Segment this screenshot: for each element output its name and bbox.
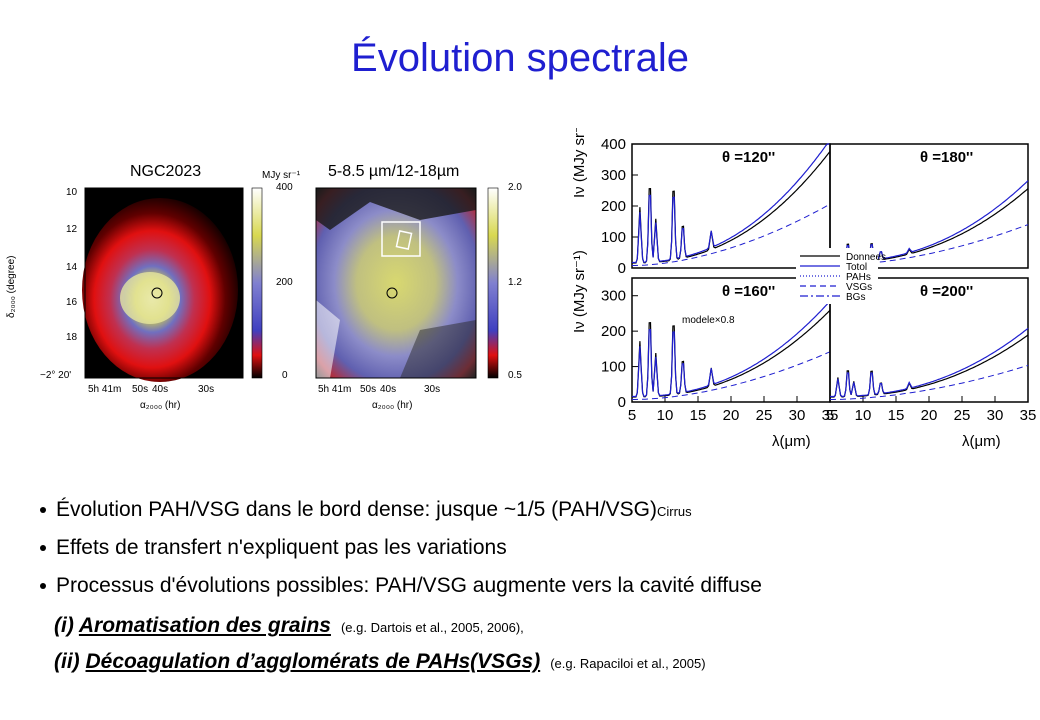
map-x-tick: 5h 41m: [88, 384, 121, 395]
map-x-axis-label: α₂₀₀₀ (hr): [140, 400, 180, 411]
map-y-tick: 18: [66, 332, 78, 343]
legend-entry: Totol: [846, 262, 867, 273]
map-x-tick: 30s: [198, 384, 214, 395]
bullet-item: Processus d'évolutions possibles: PAH/VS…: [40, 574, 762, 612]
left-colorbar-label: MJy sr⁻¹: [262, 170, 301, 181]
spectrum-y-tick-label: 200: [601, 198, 626, 215]
process-prefix: (i): [54, 614, 79, 637]
map-y-tick: 10: [66, 187, 78, 198]
spectra-figure: Iν (MJy sr⁻¹) Iν (MJy sr⁻¹) λ(μm) λ(μm) …: [571, 128, 1037, 450]
right-colorbar-tick: 1.2: [508, 277, 522, 288]
spectrum-y-tick-label: 300: [601, 167, 626, 184]
process-reference: (e.g. Rapaciloi et al., 2005): [550, 656, 706, 671]
spectra-x-axis-label: λ(μm): [962, 433, 1001, 450]
spectrum-x-tick-label: 30: [789, 407, 806, 424]
spectrum-x-tick-label: 10: [657, 407, 674, 424]
bullet-dot: [40, 545, 46, 552]
map-left-title: NGC2023: [130, 163, 202, 180]
legend-entry: BGs: [846, 292, 865, 303]
spectrum-y-tick-label: 0: [618, 260, 626, 277]
spectrum-y-tick-label: 300: [601, 288, 626, 305]
legend-entry: PAHs: [846, 272, 871, 283]
spectrum-data-line: [632, 151, 831, 264]
spectrum-y-tick-label: 400: [601, 136, 626, 153]
spectrum-panel-label: θ =120'': [722, 149, 775, 166]
right-colorbar-tick: 2.0: [508, 182, 522, 193]
spectrum-y-tick-label: 200: [601, 323, 626, 340]
spectrum-model-line: [632, 143, 830, 264]
ratio-map: [315, 187, 477, 379]
spectrum-annotation: modele×0.8: [682, 315, 735, 326]
map-y-tick: 12: [66, 224, 78, 235]
spectrum-x-tick-label: 20: [723, 407, 740, 424]
spectrum-x-tick-label: 5: [628, 407, 636, 424]
left-colorbar-tick: 400: [276, 182, 293, 193]
map-x-tick: 50s: [360, 384, 376, 395]
spectrum-panel-label: θ =160'': [722, 283, 775, 300]
spectrum-x-tick-label: 35: [1020, 407, 1037, 424]
spectrum-x-tick-label: 25: [954, 407, 971, 424]
spectrum-panel-label: θ =180'': [920, 149, 973, 166]
spectrum-vsg-line: [830, 364, 1029, 400]
map-right-title: 5-8.5 µm/12-18µm: [328, 163, 460, 180]
map-y-tick: 14: [66, 262, 78, 273]
process-name: Aromatisation des grains: [78, 614, 331, 637]
map-y-tick: −2° 20': [40, 370, 71, 381]
spectrum-y-tick-label: 0: [618, 394, 626, 411]
legend-entry: VSGs: [846, 282, 872, 293]
spectra-y-axis-label: Iν (MJy sr⁻¹): [571, 250, 588, 333]
bullet-item: Effets de transfert n'expliquent pas les…: [40, 536, 762, 574]
spectrum-x-tick-label: 30: [987, 407, 1004, 424]
left-colorbar: [251, 187, 263, 379]
spectrum-x-tick-label: 35: [822, 407, 839, 424]
bullet-dot: [40, 583, 46, 590]
map-x-tick: 30s: [424, 384, 440, 395]
spectrum-data-line: [830, 334, 1029, 398]
map-x-axis-label: α₂₀₀₀ (hr): [372, 400, 412, 411]
spectrum-x-tick-label: 5: [826, 407, 834, 424]
map-x-tick: 40s: [152, 384, 168, 395]
process-reference: (e.g. Dartois et al., 2005, 2006),: [340, 620, 524, 635]
process-item: (i) Aromatisation des grains (e.g. Dartoi…: [54, 614, 524, 638]
spectrum-vsg-line: [632, 203, 831, 266]
spectrum-x-tick-label: 15: [690, 407, 707, 424]
bullet-dot: [40, 507, 46, 514]
spectrum-vsg-line: [632, 351, 831, 400]
map-x-tick: 40s: [380, 384, 396, 395]
spectrum-x-tick-label: 20: [921, 407, 938, 424]
spectrum-x-tick-label: 25: [756, 407, 773, 424]
slide-title: Évolution spectrale: [351, 36, 689, 80]
spectrum-panel-label: θ =200'': [920, 283, 973, 300]
right-colorbar: [487, 187, 499, 379]
spectra-x-axis-label: λ(μm): [772, 433, 811, 450]
spectrum-model-line: [632, 300, 831, 398]
bullet-list: Évolution PAH/VSG dans le bord dense: ju…: [40, 498, 762, 612]
spectrum-panel-frame: [829, 143, 1029, 269]
map-x-tick: 50s: [132, 384, 148, 395]
maps-figure: MJy sr⁻¹ 400 200 0 δ₂₀₀₀ (degree) 10 12 …: [6, 170, 522, 411]
bullet-text: Processus d'évolutions possibles: PAH/VS…: [56, 574, 762, 597]
process-item: (ii) Décoagulation d’agglomérats de PAHs…: [54, 650, 706, 674]
process-prefix: (ii): [54, 650, 86, 673]
spectrum-y-tick-label: 100: [601, 359, 626, 376]
left-colorbar-tick: 0: [282, 370, 288, 381]
bullet-text: Évolution PAH/VSG dans le bord dense: ju…: [56, 498, 657, 521]
bullet-subscript: Cirrus: [656, 504, 692, 519]
map-y-axis-label: δ₂₀₀₀ (degree): [6, 256, 17, 318]
bullet-text: Effets de transfert n'expliquent pas les…: [56, 536, 507, 559]
right-colorbar-tick: 0.5: [508, 370, 522, 381]
spectrum-y-tick-label: 100: [601, 229, 626, 246]
map-x-tick: 5h 41m: [318, 384, 351, 395]
spectrum-x-tick-label: 15: [888, 407, 905, 424]
left-colorbar-tick: 200: [276, 277, 293, 288]
ngc2023-intensity-map: [82, 187, 244, 382]
spectrum-x-tick-label: 10: [855, 407, 872, 424]
spectrum-model-line: [830, 327, 1029, 398]
spectra-y-axis-label: Iν (MJy sr⁻¹): [571, 128, 588, 198]
process-name: Décoagulation d’agglomérats de PAHs(VSGs…: [85, 650, 541, 673]
map-y-tick: 16: [66, 297, 78, 308]
bullet-item: Évolution PAH/VSG dans le bord dense: ju…: [40, 498, 762, 536]
legend-entry: Donnees: [846, 252, 886, 263]
